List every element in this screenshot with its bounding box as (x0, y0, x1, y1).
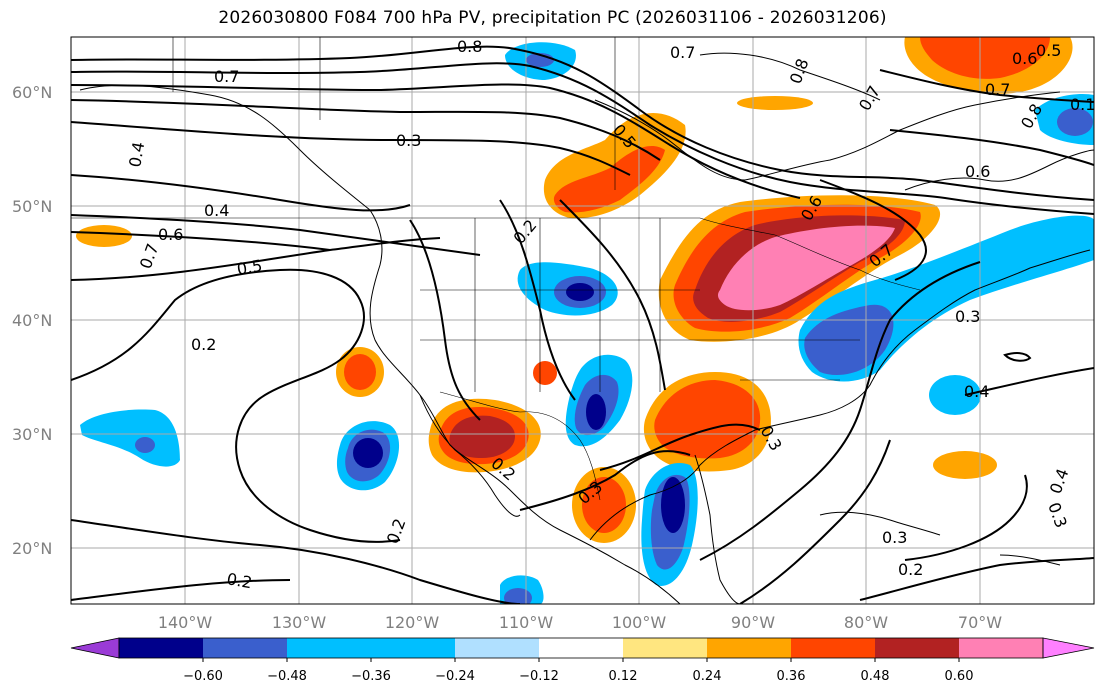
colorbar-tick-label: 0.60 (945, 669, 974, 684)
latitude-labels: 60°N 50°N 40°N 30°N 20°N (12, 83, 52, 558)
colorbar-swatch (959, 638, 1043, 658)
contour-label: 0.7 (985, 80, 1010, 99)
colorbar-swatch (119, 638, 203, 658)
lon-label: 120°W (385, 613, 440, 632)
colorbar-tick-label: 0.24 (693, 669, 722, 684)
contour-label: 0.4 (204, 201, 229, 220)
colorbar-tick-label: 0.12 (609, 669, 638, 684)
contour-label: 0.1 (1070, 95, 1095, 114)
lon-label: 90°W (731, 613, 775, 632)
lat-label: 40°N (12, 311, 52, 330)
contour-label: 0.3 (955, 307, 980, 326)
colorbar-tick-label: −0.48 (267, 669, 307, 684)
colorbar-tick-label: −0.24 (435, 669, 475, 684)
coastlines (79, 52, 1094, 604)
contour-label: 0.7 (214, 67, 239, 86)
contour-label: 0.3 (882, 528, 907, 547)
map-frame (70, 36, 1095, 605)
colorbar-swatch (455, 638, 539, 658)
colorbar-extend-max (1042, 637, 1095, 659)
colorbar-tick-label: −0.36 (351, 669, 391, 684)
lon-label: 130°W (272, 613, 327, 632)
colorbar-tick-label: −0.60 (183, 669, 223, 684)
contour-label: 0.8 (457, 37, 482, 56)
lat-label: 60°N (12, 83, 52, 102)
colorbar-swatch (539, 638, 623, 658)
contour-label: 0.2 (225, 569, 253, 592)
plot-title: 2026030800 F084 700 hPa PV, precipitatio… (218, 8, 887, 28)
contour-label: 0.4 (125, 140, 148, 168)
colorbar-extend-min (70, 637, 120, 659)
colorbar-swatch (875, 638, 959, 658)
contour-label: 0.6 (965, 162, 990, 181)
pv-contours (71, 45, 1094, 604)
lon-label: 70°W (958, 613, 1002, 632)
colorbar-swatch (287, 638, 371, 658)
contour-label: 0.6 (158, 225, 183, 244)
lon-label: 100°W (612, 613, 667, 632)
contour-label: 0.5 (235, 256, 263, 279)
contour-label: 0.2 (191, 335, 216, 354)
colorbar: −0.60 −0.48 −0.36 −0.24 −0.12 0.12 0.24 … (70, 637, 1095, 684)
lat-label: 50°N (12, 197, 52, 216)
contour-label: 0.2 (898, 560, 923, 579)
contour-label: 0.3 (396, 131, 421, 150)
colorbar-swatch (371, 638, 455, 658)
contour-label: 0.4 (964, 382, 989, 401)
lat-label: 20°N (12, 539, 52, 558)
contour-label: 0.5 (1036, 41, 1061, 60)
contour-label: 0.7 (670, 43, 695, 62)
colorbar-swatch (623, 638, 707, 658)
contour-label: 0.6 (1012, 49, 1037, 68)
lon-label: 110°W (499, 613, 554, 632)
longitude-labels: 140°W 130°W 120°W 110°W 100°W 90°W 80°W … (158, 613, 1002, 632)
colorbar-outline (118, 637, 1044, 659)
colorbar-tick-label: −0.12 (519, 669, 559, 684)
lon-label: 140°W (158, 613, 213, 632)
colorbar-swatch (791, 638, 875, 658)
lat-label: 30°N (12, 425, 52, 444)
colorbar-swatch (707, 638, 791, 658)
colorbar-tick-label: 0.36 (777, 669, 806, 684)
colorbar-swatch (203, 638, 287, 658)
contour-labels: 0.8 0.7 0.5 0.6 0.7 0.8 0.7 0.3 0.4 0.5 … (125, 37, 1095, 592)
lon-label: 80°W (844, 613, 888, 632)
colorbar-tick-label: 0.48 (861, 669, 890, 684)
